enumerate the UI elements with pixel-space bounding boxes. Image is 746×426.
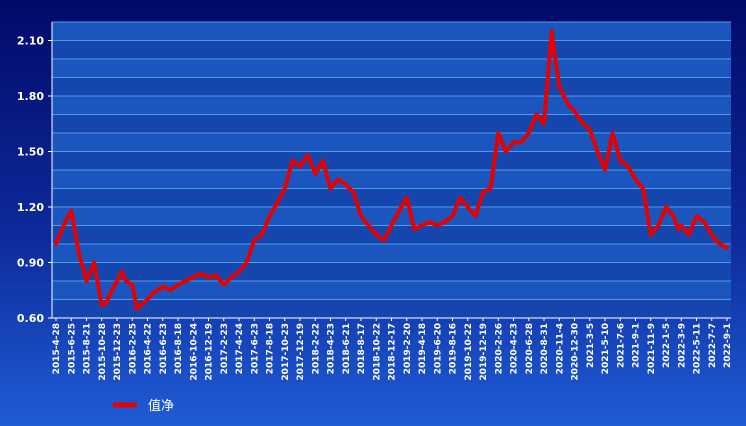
y-tick-label: 1.20 [17, 201, 44, 214]
x-tick-label: 2016-2-25 [128, 323, 138, 374]
x-tick-label: 2017-8-18 [266, 323, 276, 374]
y-axis-ticks: 0.60 0.90 1.20 1.50 1.80 2.10 [17, 35, 52, 325]
x-tick-label: 2018-2-22 [311, 323, 321, 374]
x-tick-label: 2015-12-23 [113, 323, 123, 381]
x-tick-label: 2018-8-17 [357, 323, 367, 374]
plot-band [52, 59, 731, 78]
x-tick-label: 2022-5-11 [693, 323, 703, 374]
x-tick-label: 2019-10-22 [464, 323, 474, 381]
x-tick-label: 2021-3-5 [586, 323, 596, 368]
x-tick-label: 2018-6-21 [342, 323, 352, 374]
plot-band [52, 170, 731, 189]
x-tick-label: 2015-4-28 [52, 323, 62, 374]
x-tick-label: 2019-6-20 [433, 323, 443, 374]
x-tick-label: 2015-6-25 [67, 323, 77, 374]
x-tick-label: 2019-12-19 [479, 323, 489, 381]
x-tick-label: 2016-6-23 [159, 323, 169, 374]
y-tick-label: 1.50 [17, 146, 44, 159]
x-tick-label: 2017-10-23 [281, 323, 291, 381]
x-tick-label: 2020-2-26 [494, 323, 504, 374]
plot-band [52, 114, 731, 133]
x-tick-label: 2016-4-22 [144, 323, 154, 374]
x-tick-label: 2022-1-5 [662, 323, 672, 368]
x-tick-label: 2020-8-31 [540, 323, 550, 374]
x-tick-label: 2018-10-22 [372, 323, 382, 381]
x-tick-label: 2020-6-28 [525, 323, 535, 374]
plot-band [52, 299, 731, 318]
x-tick-label: 2017-2-23 [220, 323, 230, 374]
plot-band [52, 188, 731, 207]
plot-band [52, 40, 731, 59]
grid-lines [51, 21, 731, 319]
plot-band [52, 133, 731, 152]
x-tick-label: 2015-10-28 [98, 323, 108, 381]
x-tick-label: 2022-9-1 [723, 323, 733, 368]
x-tick-label: 2021-5-10 [601, 323, 611, 374]
x-tick-label: 2017-4-24 [235, 323, 245, 374]
x-tick-label: 2019-2-20 [403, 323, 413, 374]
plot-band [52, 281, 731, 300]
x-tick-label: 2021-11-9 [647, 323, 657, 374]
x-tick-label: 2020-12-30 [571, 323, 581, 381]
plot-band [52, 151, 731, 170]
x-tick-label: 2019-4-18 [418, 323, 428, 374]
x-tick-label: 2016-10-24 [189, 323, 199, 381]
series-line-0 [54, 29, 729, 311]
x-axis-ticks: 2015-4-28 2015-6-25 2015-8-21 2015-10-28 201… [52, 318, 733, 381]
legend-label: 值净 [148, 398, 174, 414]
x-tick-label: 2021-9-1 [632, 323, 642, 368]
x-tick-label: 2018-4-23 [327, 323, 337, 374]
y-tick-label: 0.90 [17, 257, 44, 270]
plot-band [52, 22, 731, 41]
plot-band [52, 96, 731, 115]
x-tick-label: 2015-8-21 [83, 323, 93, 374]
x-tick-label: 2016-8-18 [174, 323, 184, 374]
plot-area [52, 22, 731, 318]
x-tick-label: 2018-12-17 [388, 323, 398, 381]
x-tick-label: 2021-7-6 [616, 323, 626, 368]
x-tick-label: 2016-12-19 [205, 323, 215, 381]
x-tick-label: 2022-3-9 [677, 323, 687, 368]
x-tick-label: 2017-6-23 [250, 323, 260, 374]
x-tick-label: 2020-11-4 [555, 323, 565, 374]
plot-band [52, 244, 731, 263]
plot-band [52, 77, 731, 96]
plot-band [52, 262, 731, 281]
x-tick-label: 2019-8-16 [449, 323, 459, 374]
y-tick-label: 0.60 [17, 312, 44, 325]
legend: 值净 [113, 398, 174, 414]
x-tick-label: 2022-7-7 [708, 323, 718, 368]
x-tick-label: 2020-4-23 [510, 323, 520, 374]
y-tick-label: 2.10 [17, 35, 44, 48]
x-tick-label: 2017-12-19 [296, 323, 306, 381]
y-tick-label: 1.80 [17, 90, 44, 103]
plot-band [52, 225, 731, 244]
series-group [54, 29, 729, 311]
plot-band [52, 207, 731, 226]
